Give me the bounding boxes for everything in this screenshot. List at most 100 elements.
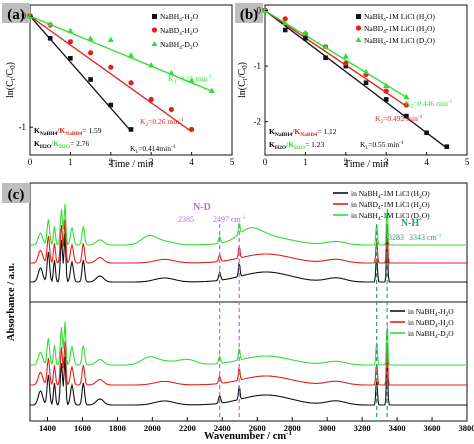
fit-line-a-0	[29, 15, 132, 132]
point-b-0-9	[444, 144, 450, 149]
xtick-label-b-2: 2	[344, 157, 349, 167]
spectrum-3	[30, 356, 467, 406]
legend-c2-1: in NaBD4-H2O	[408, 318, 454, 329]
point-a-1-4	[108, 64, 114, 70]
panel-a-ratio2: KH2O/KD2O= 2.76	[34, 139, 90, 150]
point-a-1-2	[67, 39, 73, 45]
panel-a-k2: K2=0.26 min-1	[140, 117, 184, 128]
xtick-label-c-0: 1400	[39, 423, 56, 433]
xtick-label-b-5: 5	[465, 157, 470, 167]
xtick-label-c-11: 3600	[424, 423, 441, 433]
xtick-label-a-5: 5	[230, 157, 235, 167]
xtick-label-c-5: 2400	[214, 423, 231, 433]
point-a-1-3	[88, 50, 94, 56]
point-a-2-9	[208, 87, 215, 94]
xtick-label-c-10: 3400	[389, 423, 406, 433]
point-b-0-5	[363, 80, 369, 86]
point-b-2-3	[322, 43, 329, 50]
point-b-1-7	[403, 102, 409, 108]
xtick-label-b-3: 3	[384, 157, 389, 167]
panel-a-xlabel: Time / min	[109, 159, 153, 170]
point-b-1-1	[282, 16, 288, 22]
panel-a-k3: K3=0.15 min-1	[168, 74, 212, 85]
xtick-label-c-3: 2000	[144, 423, 161, 433]
point-a-1-7	[168, 106, 174, 113]
ytick-label-a-1: -1	[19, 122, 27, 132]
legend-c2-2: in NaBH4-D2O	[408, 329, 454, 340]
xtick-label-c-4: 2200	[179, 423, 196, 433]
marker-label-3343: 3343 cm-1	[409, 233, 442, 242]
point-b-2-5	[363, 68, 369, 75]
fit-line-b-1	[264, 10, 407, 107]
ytick-label-b-1: -1	[254, 61, 262, 71]
panel-b: (b) 0 1 2 3 4 5 0 -1 -2 Time / min ln(Ct/C0) NaB…	[235, 3, 470, 170]
xtick-label-c-1: 1600	[74, 423, 91, 433]
xtick-label-a-1: 1	[68, 157, 73, 167]
point-a-0-3	[88, 77, 93, 82]
panel-a-label-bg	[2, 3, 30, 23]
legend-b-1: NaBD4-1M LiCl (H2O)	[364, 24, 435, 35]
point-b-2-2	[302, 29, 309, 36]
panel-b-legend: NaBH4-1M LiCl (H2O) NaBD4-1M LiCl (H2O) …	[355, 12, 435, 47]
point-a-2-6	[148, 62, 155, 68]
panel-a-label: (a)	[7, 7, 25, 23]
legend-marker-b-1	[355, 25, 362, 31]
xtick-label-c-2: 1800	[109, 423, 126, 433]
point-b-0-2	[303, 36, 308, 41]
point-b-2-4	[342, 53, 349, 59]
xtick-label-a-4: 4	[189, 157, 194, 167]
panel-b-k3: K3=0.446 min-1	[405, 99, 453, 110]
point-b-2-7	[403, 93, 410, 100]
panel-c-xlabel: Wavenumber / cm-1	[204, 429, 292, 442]
panel-b-xlabel: Time / min	[344, 159, 388, 170]
ytick-label-b-2: -2	[254, 117, 262, 127]
panel-b-ratio1: KNaBH4/KNaBD4= 1.12	[269, 127, 337, 138]
point-b-1-6	[383, 88, 389, 94]
panel-c-label-bg	[2, 183, 30, 203]
xtick-label-b-0: 0	[263, 157, 268, 167]
point-b-2-1	[282, 19, 289, 26]
point-a-2-3	[87, 35, 94, 41]
point-a-2-4	[107, 36, 114, 42]
xtick-label-b-4: 4	[424, 157, 429, 167]
point-a-0-4	[108, 102, 114, 108]
legend-b-2: NaBH4-1M LiCl (D2O)	[364, 36, 435, 47]
point-a-1-6	[148, 96, 154, 103]
panel-b-k2: K2=0.492 min-1	[375, 114, 423, 125]
ytick-label-a-0: 0	[22, 11, 27, 21]
point-a-0-2	[68, 56, 73, 61]
panel-a-k1: K1=0.414min-1	[130, 144, 176, 155]
legend-c1-2: in NaBH4-1M LiCl (D2O)	[351, 211, 430, 222]
point-a-2-5	[128, 52, 134, 58]
xtick-label-c-9: 3200	[354, 423, 371, 433]
point-a-1-8	[189, 126, 195, 133]
legend-marker-b-2	[355, 37, 362, 42]
fit-line-b-2	[264, 10, 407, 98]
panel-b-label: (b)	[240, 7, 258, 23]
spectrum-0	[30, 233, 467, 283]
panel-c-legend-bottom: in NaBH4-H2O in NaBD4-H2O in NaBH4-D2O	[390, 307, 454, 340]
xtick-label-c-6: 2600	[249, 423, 266, 433]
fit-line-a-1	[29, 15, 192, 133]
point-b-0-3	[323, 55, 328, 61]
xtick-label-c-7: 2800	[284, 423, 301, 433]
point-a-0-5	[128, 127, 134, 132]
point-a-2-2	[67, 27, 74, 34]
point-b-0-8	[424, 130, 429, 136]
point-b-0-1	[282, 27, 288, 33]
legend-a-1: NaBD4-H2O	[160, 26, 199, 37]
point-b-0-6	[383, 97, 389, 102]
legend-b-0: NaBH4-1M LiCl (H2O)	[364, 12, 435, 23]
point-a-0-1	[47, 36, 53, 41]
point-b-0-4	[343, 63, 349, 69]
marker-label-2385: 2385	[178, 215, 194, 224]
panel-a-ratio1: KNaBH4/KNaBD4= 1.59	[34, 126, 102, 137]
panel-a: (a) 0 1 2 3 4 5 0 -1 Time / min ln(Ct/C0) NaBH4…	[2, 3, 235, 170]
panel-c-legend-top: in NaBH4-1M LiCl (H2O) in NaBD4-1M LiCl …	[333, 189, 430, 222]
panel-c-ylabel: Absorbance / a.u.	[6, 263, 17, 342]
ytick-label-b-0: 0	[257, 6, 262, 16]
xtick-label-c-12: 3800	[459, 423, 474, 433]
legend-c1-1: in NaBD4-1M LiCl (H2O)	[351, 200, 430, 211]
point-a-2-1	[47, 20, 54, 27]
